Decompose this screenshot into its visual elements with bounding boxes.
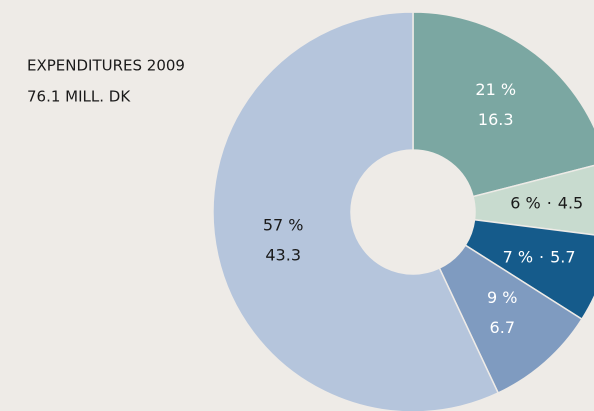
chart-subtitle: 76.1 MILL. DK [27,88,131,106]
slice [212,11,500,411]
amount-label: 43.3 [265,246,301,265]
amount-label: 5.7 [550,247,575,266]
percent-label: 6 % [510,193,540,212]
percent-label: 9 % [487,288,517,307]
amount-label: 4.5 [558,193,583,212]
donut [212,11,594,411]
slice [472,164,594,236]
amount-label: 16.3 [478,110,514,129]
chart-title: EXPENDITURES 2009 [27,57,185,75]
percent-label: 21 % [475,80,516,99]
percent-label: 57 % [263,216,304,235]
amount-label: 6.7 [490,318,515,337]
slice-label: 6 % · 4.5 [510,193,583,212]
slice-label: 7 % · 5.7 [503,247,576,266]
separator: · [547,193,552,212]
slice [412,11,594,198]
percent-label: 7 % [503,247,533,266]
separator: · [539,247,544,266]
